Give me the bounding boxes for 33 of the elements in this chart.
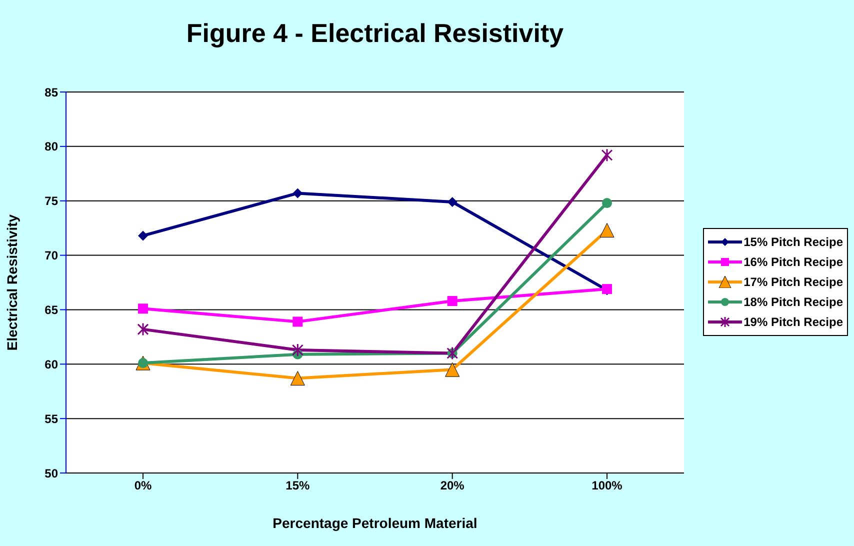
point [292, 188, 303, 198]
x-tick-label: 0% [134, 478, 152, 493]
point [601, 148, 613, 162]
y-tick-label: 65 [44, 302, 58, 317]
x-axis-title: Percentage Petroleum Material [272, 515, 478, 531]
y-tick-label: 70 [44, 248, 58, 263]
x-tick-label: 20% [440, 478, 465, 493]
point [602, 198, 612, 208]
point [447, 296, 458, 306]
point [138, 230, 148, 241]
legend-label: 18% Pitch Recipe [744, 295, 843, 309]
point [445, 362, 460, 377]
point [138, 304, 148, 314]
chart-title: Figure 4 - Electrical Resistivity [185, 18, 565, 49]
point [292, 343, 304, 357]
y-tick-label: 85 [44, 85, 58, 100]
legend-label: 15% Pitch Recipe [744, 235, 843, 249]
point [137, 322, 149, 336]
legend-label: 19% Pitch Recipe [744, 315, 843, 329]
x-tick-label: 100% [592, 478, 623, 493]
point [290, 371, 305, 386]
y-tick-label: 80 [44, 140, 58, 154]
point [600, 223, 614, 238]
legend-label: 16% Pitch Recipe [744, 255, 843, 269]
y-tick-label: 75 [44, 194, 58, 208]
y-tick-label: 50 [44, 466, 58, 480]
x-tick-label: 15% [286, 478, 310, 493]
point [292, 316, 303, 327]
y-axis-title: Electrical Resistivity [4, 214, 20, 351]
y-tick-label: 60 [44, 357, 58, 372]
point [447, 196, 458, 207]
y-tick-label: 55 [44, 412, 58, 426]
legend-label: 17% Pitch Recipe [744, 275, 843, 289]
